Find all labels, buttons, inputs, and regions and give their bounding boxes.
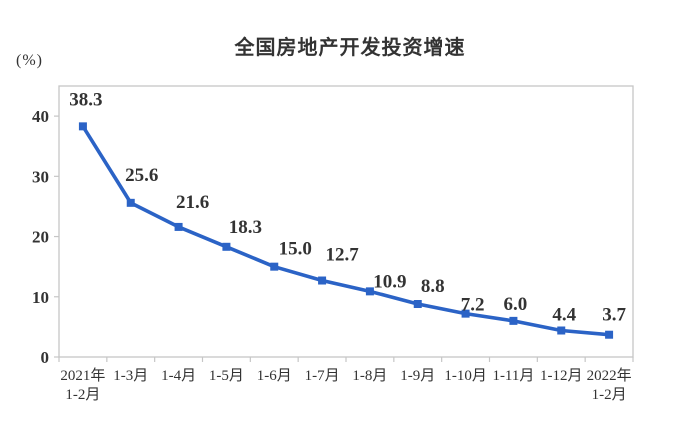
data-label: 15.0: [279, 239, 312, 260]
data-label: 4.4: [552, 305, 576, 326]
data-point-marker: [78, 122, 87, 131]
data-point-marker: [270, 262, 279, 271]
data-label: 38.3: [69, 89, 102, 110]
data-point-marker: [605, 330, 614, 339]
data-label: 18.3: [229, 217, 262, 238]
x-tick-label: 1-9月: [400, 368, 435, 384]
x-tick-label: 1-2月: [592, 387, 627, 403]
x-tick-label: 2022年: [587, 367, 632, 384]
y-tick-label: 40: [32, 107, 49, 126]
x-tick-label: 1-5月: [209, 368, 244, 384]
x-tick-label: 1-2月: [65, 387, 100, 403]
data-point-marker: [509, 316, 518, 325]
y-tick-label: 30: [32, 167, 49, 186]
data-point-marker: [461, 309, 470, 318]
x-tick-label: 1-3月: [113, 368, 148, 384]
y-tick-label: 20: [32, 228, 49, 247]
x-tick-label: 1-8月: [352, 368, 387, 384]
data-label: 12.7: [325, 245, 359, 266]
data-label: 8.8: [421, 276, 445, 297]
data-point-marker: [222, 242, 231, 251]
y-axis-unit-label: (%): [16, 52, 43, 69]
data-label: 25.6: [125, 165, 158, 186]
x-tick-label: 1-10月: [444, 368, 487, 384]
y-tick-label: 10: [32, 288, 49, 307]
plot-border: [58, 85, 634, 358]
data-label: 6.0: [504, 294, 528, 315]
data-label: 21.6: [176, 192, 209, 213]
data-label: 7.2: [461, 295, 485, 316]
x-tick-label: 1-4月: [161, 368, 196, 384]
data-point-marker: [126, 198, 135, 207]
data-point-marker: [174, 222, 183, 231]
series-line: [81, 124, 611, 337]
data-label: 10.9: [373, 271, 406, 292]
x-tick-label: 1-7月: [305, 368, 340, 384]
data-point-marker: [557, 326, 566, 335]
x-tick-label: 1-12月: [540, 368, 583, 384]
data-point-marker: [318, 276, 327, 285]
x-tick-label: 1-11月: [492, 368, 534, 384]
chart-title: 全国房地产开发投资增速: [234, 37, 466, 59]
x-tick-label: 1-6月: [257, 368, 292, 384]
y-tick-label: 0: [41, 348, 50, 367]
data-point-marker: [413, 300, 422, 309]
data-label: 3.7: [602, 305, 626, 326]
x-tick-label: 2021年: [60, 367, 105, 384]
data-point-marker: [365, 287, 374, 296]
